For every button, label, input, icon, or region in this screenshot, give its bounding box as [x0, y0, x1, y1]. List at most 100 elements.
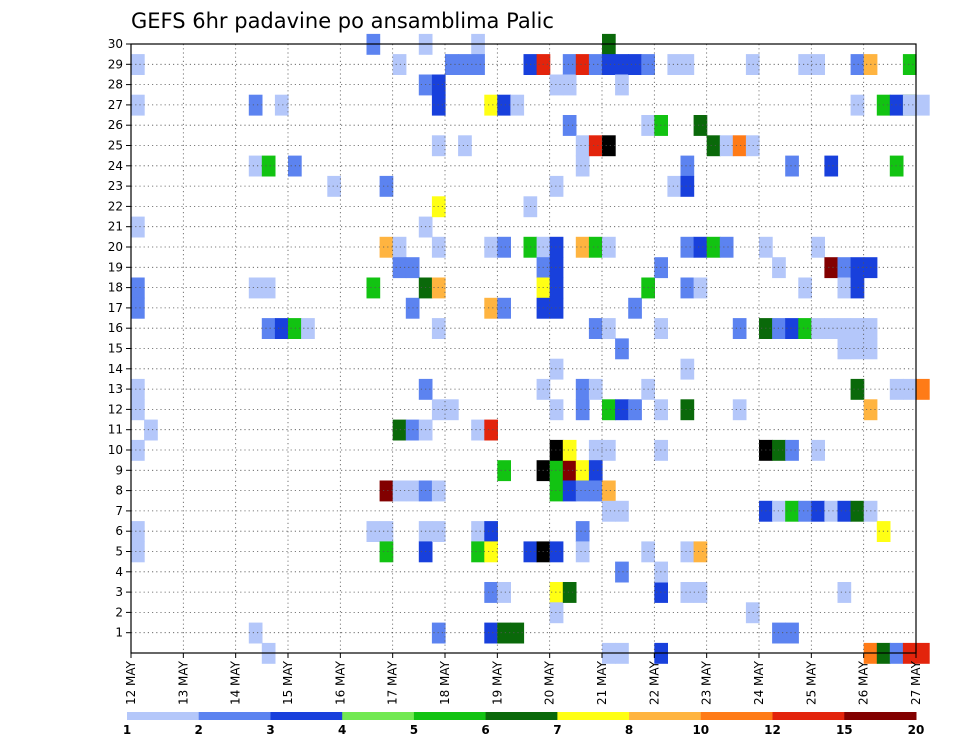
heatmap-cell: [902, 54, 917, 75]
heatmap-cell: [588, 318, 603, 339]
heatmap-cell: [131, 541, 145, 563]
heatmap-cell: [575, 378, 590, 400]
colorbar-legend: 1 2 3 4 5 6 7 8 10 12 15 20: [123, 712, 925, 737]
heatmap-cell: [785, 318, 799, 339]
heatmap-cell: [248, 277, 263, 299]
heatmap-cell: [549, 439, 564, 461]
x-tick-label: 23 MAY: [700, 660, 714, 705]
heatmap-cell: [902, 378, 917, 400]
colorbar-tick-label: 5: [410, 723, 418, 737]
heatmap-cell: [680, 155, 695, 177]
heatmap-cell: [366, 521, 381, 542]
y-tick-label: 23: [108, 179, 123, 193]
heatmap-cell: [667, 175, 682, 197]
y-tick-label: 28: [108, 78, 123, 92]
x-tick-label: 14 MAY: [229, 660, 243, 705]
y-tick-label: 18: [108, 281, 123, 295]
heatmap-cell: [850, 277, 865, 299]
heatmap-cell: [602, 318, 616, 339]
heatmap-cell: [811, 439, 825, 461]
heatmap-cell: [811, 500, 825, 522]
y-tick-label: 6: [115, 524, 123, 538]
heatmap-cell: [562, 54, 577, 75]
x-tick-label: 17 MAY: [386, 660, 400, 705]
heatmap-cell: [484, 622, 498, 644]
heatmap-cell: [562, 439, 577, 461]
heatmap-cell: [497, 94, 511, 116]
heatmap-cell: [693, 541, 708, 563]
colorbar-tick-label: 1: [123, 723, 131, 737]
y-tick-label: 29: [108, 57, 123, 71]
heatmap-cell: [811, 54, 825, 75]
heatmap-cell: [510, 94, 525, 116]
heatmap-cell: [510, 622, 525, 644]
heatmap-cell: [274, 94, 289, 116]
colorbar-swatch: [772, 712, 845, 720]
heatmap-cell: [680, 399, 695, 421]
heatmap-cell: [379, 236, 394, 258]
heatmap-cell: [785, 500, 799, 522]
heatmap-cell: [680, 54, 695, 75]
heatmap-cell: [615, 399, 629, 421]
heatmap-cell: [549, 297, 564, 319]
heatmap-cell: [484, 236, 498, 258]
x-tick-label: 22 MAY: [647, 660, 661, 705]
heatmap-cell: [850, 378, 865, 400]
heatmap-cell: [602, 500, 616, 522]
heatmap-cell: [549, 399, 564, 421]
heatmap-cell: [680, 277, 695, 299]
y-tick-label: 4: [115, 565, 123, 579]
heatmap-cell: [471, 521, 485, 542]
heatmap-cell: [484, 419, 498, 441]
colorbar-tick-label: 3: [266, 723, 274, 737]
y-tick-label: 12: [108, 402, 123, 416]
heatmap-cell: [602, 135, 616, 157]
x-tick-label: 19 MAY: [490, 660, 504, 705]
heatmap-cell: [379, 541, 394, 563]
heatmap-cell: [261, 318, 276, 339]
y-tick-label: 27: [108, 98, 123, 112]
x-tick-label: 12 MAY: [124, 660, 138, 705]
heatmap-cell: [562, 480, 577, 502]
heatmap-cell: [131, 378, 145, 400]
heatmap-cell: [261, 155, 276, 177]
heatmap-cell: [850, 54, 865, 75]
heatmap-cell: [327, 175, 341, 197]
heatmap-cell: [837, 257, 852, 279]
heatmap-cell: [484, 541, 498, 563]
heatmap-cell: [575, 541, 590, 563]
heatmap-cell: [824, 318, 839, 339]
heatmap-cell: [549, 480, 564, 502]
heatmap-cell: [549, 541, 564, 563]
heatmap-cell: [693, 582, 708, 603]
heatmap-cell: [392, 480, 407, 502]
heatmap-cell: [615, 500, 629, 522]
x-tick-label: 25 MAY: [804, 660, 818, 705]
x-tick-label: 21 MAY: [595, 660, 609, 705]
heatmap-cell: [837, 582, 852, 603]
heatmap-cell: [680, 541, 695, 563]
heatmap-cell: [680, 175, 695, 197]
heatmap-cell: [549, 277, 564, 299]
heatmap-cell: [445, 54, 459, 75]
colorbar-swatch: [270, 712, 343, 720]
x-tick-label: 13 MAY: [176, 660, 190, 705]
heatmap-cell: [693, 277, 708, 299]
y-tick-label: 11: [108, 423, 123, 437]
heatmap-cell: [916, 378, 930, 400]
heatmap-cell: [850, 318, 865, 339]
heatmap-cell: [850, 257, 865, 279]
heatmap-cell: [131, 216, 145, 238]
y-tick-label: 17: [108, 301, 123, 315]
colorbar-tick-label: 20: [908, 723, 925, 737]
x-tick-label: 15 MAY: [281, 660, 295, 705]
heatmap-cell: [549, 602, 564, 624]
heatmap-cell: [484, 297, 498, 319]
heatmap-cell: [916, 94, 930, 116]
heatmap-cell: [785, 439, 799, 461]
heatmap-cell: [602, 399, 616, 421]
heatmap-cell: [379, 175, 394, 197]
colorbar-tick-label: 12: [764, 723, 781, 737]
heatmap-cell: [549, 74, 564, 96]
heatmap-cell: [706, 236, 721, 258]
